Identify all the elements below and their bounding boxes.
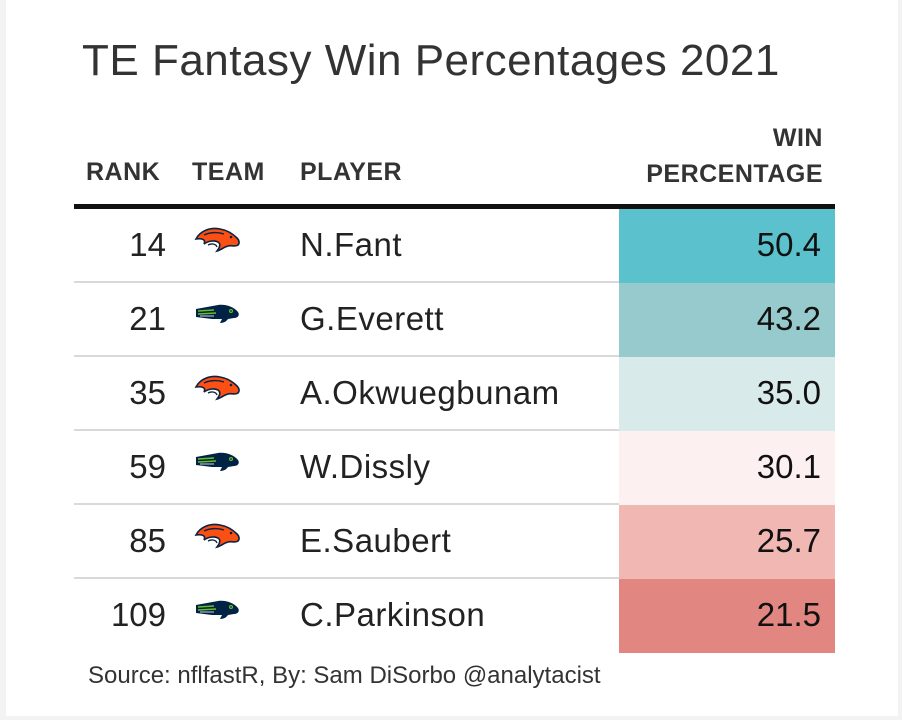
win-percentage-cell: 25.7 xyxy=(619,505,835,579)
win-percentage-cell: 30.1 xyxy=(619,431,835,505)
win-percentage-value: 35.0 xyxy=(756,374,821,411)
player-name: C.Parkinson xyxy=(300,596,486,633)
column-header-win-line1: WIN xyxy=(772,124,823,152)
win-percentage-value: 50.4 xyxy=(756,226,821,263)
rank-value: 35 xyxy=(129,374,166,411)
column-header-player: PLAYER xyxy=(300,158,403,186)
seahawks-logo-icon xyxy=(194,447,242,477)
player-name: W.Dissly xyxy=(300,448,431,485)
table-row: 21.5 109 C.Parkinson xyxy=(74,579,835,653)
header-rule xyxy=(74,204,835,209)
seahawks-logo-icon xyxy=(194,299,242,329)
player-name: N.Fant xyxy=(300,226,403,263)
rank-value: 109 xyxy=(110,596,166,633)
rank-value: 21 xyxy=(129,300,166,337)
table-row: 25.7 85 E.Saubert xyxy=(74,505,835,579)
win-percentage-value: 21.5 xyxy=(756,596,821,633)
player-name: A.Okwuegbunam xyxy=(300,374,560,411)
rank-value: 85 xyxy=(129,522,166,559)
column-header-rank: RANK xyxy=(86,158,161,186)
win-percentage-value: 43.2 xyxy=(756,300,821,337)
win-percentage-cell: 50.4 xyxy=(619,209,835,283)
broncos-logo-icon xyxy=(194,373,242,403)
broncos-logo-icon xyxy=(194,225,242,255)
broncos-logo-icon xyxy=(194,521,242,551)
player-name: G.Everett xyxy=(300,300,444,337)
win-percentage-value: 25.7 xyxy=(756,522,821,559)
column-header-win-line2: PERCENTAGE xyxy=(646,160,823,188)
source-caption: Source: nflfastR, By: Sam DiSorbo @analy… xyxy=(88,662,601,689)
win-percentage-cell: 35.0 xyxy=(619,357,835,431)
rank-value: 59 xyxy=(129,448,166,485)
table-body: 50.4 14 N.Fant 43.2 21 G.Everett 35.0 35 A.Ok… xyxy=(74,209,835,653)
win-percentage-value: 30.1 xyxy=(756,448,821,485)
player-name: E.Saubert xyxy=(300,522,452,559)
column-header-win-percentage: WIN PERCENTAGE xyxy=(646,120,823,192)
chart-card: TE Fantasy Win Percentages 2021 RANK TEA… xyxy=(6,0,898,716)
rank-value: 14 xyxy=(129,226,166,263)
win-percentage-cell: 43.2 xyxy=(619,283,835,357)
table-row: 35.0 35 A.Okwuegbunam xyxy=(74,357,835,431)
chart-title: TE Fantasy Win Percentages 2021 xyxy=(82,36,780,85)
seahawks-logo-icon xyxy=(194,595,242,625)
column-header-team: TEAM xyxy=(192,158,265,186)
table-row: 30.1 59 W.Dissly xyxy=(74,431,835,505)
table-row: 43.2 21 G.Everett xyxy=(74,283,835,357)
table-row: 50.4 14 N.Fant xyxy=(74,209,835,283)
win-percentage-cell: 21.5 xyxy=(619,579,835,653)
